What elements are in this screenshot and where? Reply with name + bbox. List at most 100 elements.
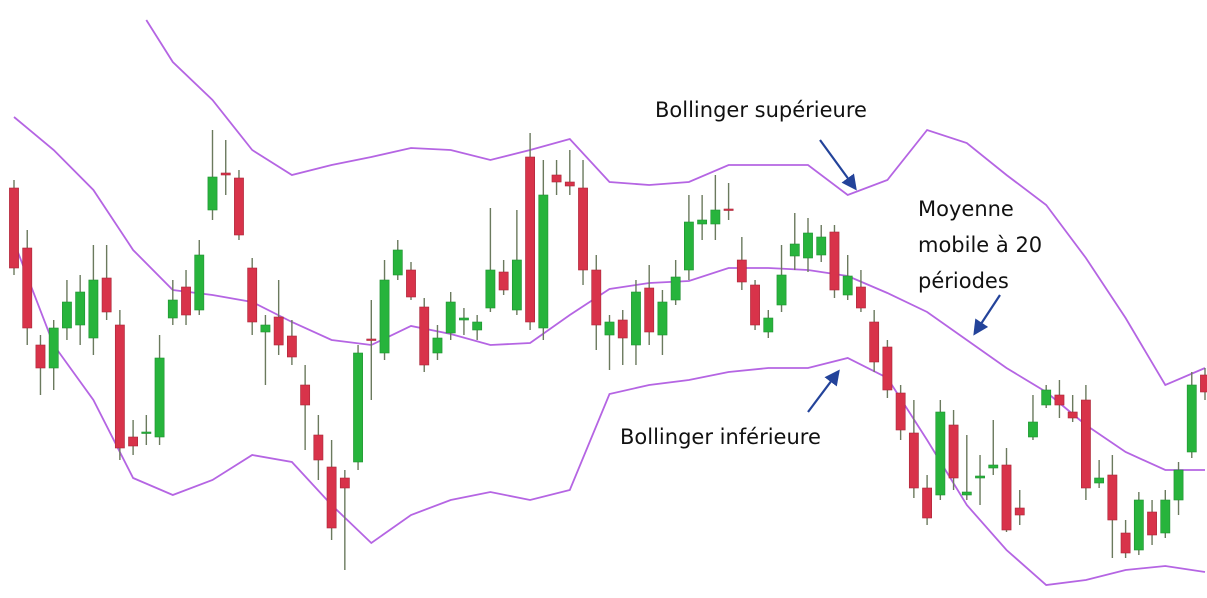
candle-body xyxy=(631,291,641,346)
candle-body xyxy=(1133,499,1144,551)
candle-body xyxy=(48,327,59,369)
candle-body xyxy=(101,277,112,313)
candle-body xyxy=(789,243,800,257)
candle-body xyxy=(260,324,271,333)
candle-body xyxy=(75,291,86,326)
candle-body xyxy=(922,487,932,519)
candle-body xyxy=(419,306,430,366)
candle-body xyxy=(353,352,363,463)
candle-body xyxy=(35,344,46,369)
candle-body xyxy=(551,174,562,183)
candle-body xyxy=(154,357,165,438)
candle-body xyxy=(578,187,588,271)
candle-body xyxy=(485,269,496,309)
candle-body xyxy=(498,271,509,291)
candle-body xyxy=(961,491,972,496)
candle-body xyxy=(617,319,628,339)
candle-body xyxy=(723,208,734,211)
candle-body xyxy=(273,316,284,346)
annotation: Bollinger supérieure xyxy=(655,98,867,122)
candle-body xyxy=(736,259,747,283)
candle-body xyxy=(657,301,668,336)
candle-body xyxy=(1067,411,1078,419)
candle-body xyxy=(710,209,721,225)
candle-body xyxy=(62,301,72,329)
candle-body xyxy=(670,276,681,301)
candle-body xyxy=(1014,507,1025,516)
candle-body xyxy=(604,321,615,336)
candle-body xyxy=(141,431,152,434)
candle-body xyxy=(538,194,549,329)
candle-body xyxy=(1028,421,1038,438)
candle-body xyxy=(313,434,324,461)
bollinger-line xyxy=(13,116,1205,471)
candle-body xyxy=(326,466,337,529)
candle-body xyxy=(472,321,483,331)
candle-body xyxy=(247,267,258,323)
candle-body xyxy=(459,317,469,321)
candle-body xyxy=(856,286,866,309)
candle-body xyxy=(763,317,774,333)
candle-body xyxy=(1120,532,1131,554)
candle-body xyxy=(803,232,813,259)
candle-body xyxy=(882,346,893,391)
candle-body xyxy=(511,259,522,311)
candle-body xyxy=(339,477,350,489)
annotation-arrows xyxy=(807,139,1001,413)
candle-body xyxy=(644,287,655,333)
candle-body xyxy=(9,187,19,269)
candle-body xyxy=(895,392,906,431)
arrow xyxy=(807,369,840,413)
candle-body xyxy=(366,338,377,341)
candle-body xyxy=(167,299,178,319)
candle-body xyxy=(114,324,125,449)
candle-body xyxy=(750,284,760,326)
candle-body xyxy=(564,181,575,187)
bollinger-line xyxy=(13,241,1206,586)
candle-body xyxy=(128,436,138,447)
candle-body xyxy=(1054,394,1065,406)
annotation: Bollinger inférieure xyxy=(620,425,821,449)
arrow xyxy=(973,294,1001,336)
candle-body xyxy=(1186,384,1197,453)
candle-body xyxy=(1147,511,1157,536)
candle-body xyxy=(816,236,827,256)
arrow xyxy=(819,139,857,191)
candle-body xyxy=(908,432,919,489)
candle-body xyxy=(948,424,959,479)
candle-body xyxy=(181,286,191,316)
candle-body xyxy=(1160,499,1171,534)
candle-body xyxy=(22,247,33,329)
candle-body xyxy=(1094,477,1105,484)
candle-body xyxy=(194,254,205,311)
candle-body xyxy=(1107,474,1118,521)
candle-body xyxy=(935,411,946,496)
candle-body xyxy=(432,337,443,354)
candle-body xyxy=(697,219,708,225)
candle-body xyxy=(829,231,840,291)
candle-body xyxy=(220,172,231,176)
annotation: Moyenne xyxy=(918,197,1014,221)
annotation: mobile à 20 xyxy=(918,233,1042,257)
candles xyxy=(9,130,1207,570)
candle-body xyxy=(1001,464,1012,531)
candle-body xyxy=(406,269,416,298)
candle-body xyxy=(975,475,985,479)
candle-body xyxy=(683,221,694,271)
candle-body xyxy=(776,274,787,306)
bollinger-line xyxy=(145,19,1206,387)
candle-body xyxy=(525,156,535,323)
candle-body xyxy=(379,279,390,354)
candle-body xyxy=(591,269,602,326)
annotation: périodes xyxy=(918,269,1009,293)
candle-body xyxy=(445,301,456,334)
candle-body xyxy=(842,275,853,296)
candle-body xyxy=(392,249,403,276)
candle-body xyxy=(286,335,297,358)
candle-body xyxy=(1173,469,1184,501)
candle-body xyxy=(207,176,218,211)
candle-body xyxy=(1041,389,1052,406)
candle-body xyxy=(88,279,99,339)
candle-body xyxy=(300,384,311,406)
